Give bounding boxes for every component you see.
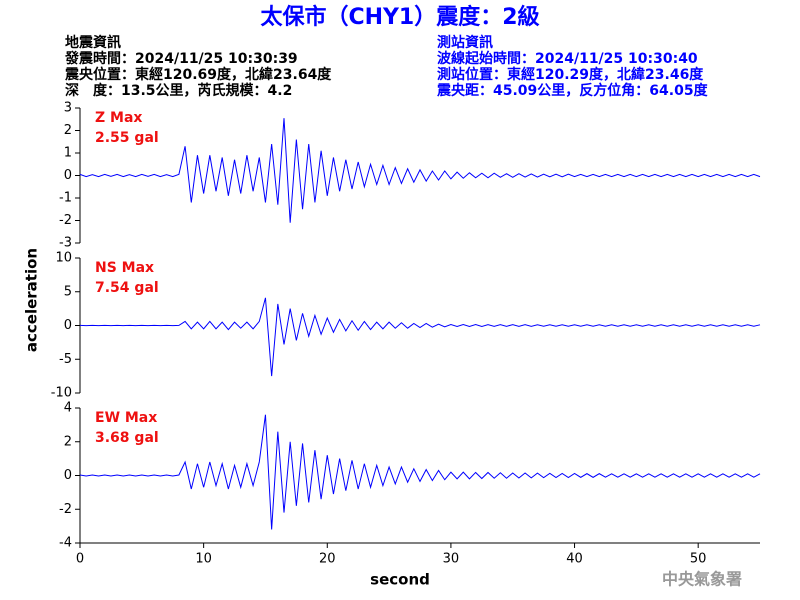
- y-axis-label: acceleration: [23, 248, 41, 352]
- info-right: 波線起始時間：2024/11/25 10:30:40: [437, 50, 698, 67]
- x-tick-label: 40: [566, 552, 583, 567]
- y-tick-label: 5: [64, 284, 72, 299]
- max-label: 3.68 gal: [95, 430, 159, 446]
- x-tick-label: 50: [690, 552, 707, 567]
- y-tick-label: -3: [59, 236, 72, 251]
- y-tick-label: 10: [55, 251, 72, 266]
- waveform: [79, 414, 761, 530]
- y-tick-label: 3: [64, 101, 72, 116]
- info-left: 地震資訊: [65, 34, 121, 51]
- y-tick-label: -1: [59, 191, 72, 206]
- max-label: 2.55 gal: [95, 130, 159, 146]
- series-name: Z Max: [95, 110, 142, 126]
- y-tick-label: -4: [59, 536, 72, 551]
- info-left: 震央位置：東經120.69度，北緯23.64度: [64, 66, 332, 83]
- y-tick-label: -10: [51, 386, 72, 401]
- y-tick-label: -2: [59, 213, 72, 228]
- y-tick-label: 0: [64, 468, 72, 483]
- x-axis-label: second: [370, 571, 430, 589]
- y-tick-label: 1: [64, 146, 72, 161]
- series-name: EW Max: [95, 410, 157, 426]
- chart-title: 太保市（CHY1）震度：2級: [260, 4, 539, 30]
- x-tick-label: 30: [443, 552, 460, 567]
- max-label: 7.54 gal: [95, 280, 159, 296]
- x-tick-label: 10: [195, 552, 212, 567]
- y-tick-label: 2: [64, 123, 72, 138]
- y-tick-label: 4: [64, 401, 72, 416]
- info-right: 測站位置：東經120.29度，北緯23.46度: [437, 66, 704, 83]
- series-name: NS Max: [95, 260, 154, 276]
- credit: 中央氣象署: [662, 570, 742, 589]
- waveform: [79, 118, 761, 223]
- y-tick-label: 0: [64, 168, 72, 183]
- y-tick-label: -2: [59, 502, 72, 517]
- y-tick-label: 2: [64, 434, 72, 449]
- info-left: 深 度：13.5公里，芮氏規模：4.2: [65, 82, 292, 99]
- y-tick-label: -5: [59, 352, 72, 367]
- waveform: [79, 297, 761, 377]
- y-tick-label: 0: [64, 318, 72, 333]
- info-right: 震央距：45.09公里，反方位角：64.05度: [436, 82, 709, 99]
- x-tick-label: 0: [76, 552, 84, 567]
- info-right: 測站資訊: [437, 34, 493, 51]
- info-left: 發震時間：2024/11/25 10:30:39: [64, 50, 298, 67]
- x-tick-label: 20: [319, 552, 336, 567]
